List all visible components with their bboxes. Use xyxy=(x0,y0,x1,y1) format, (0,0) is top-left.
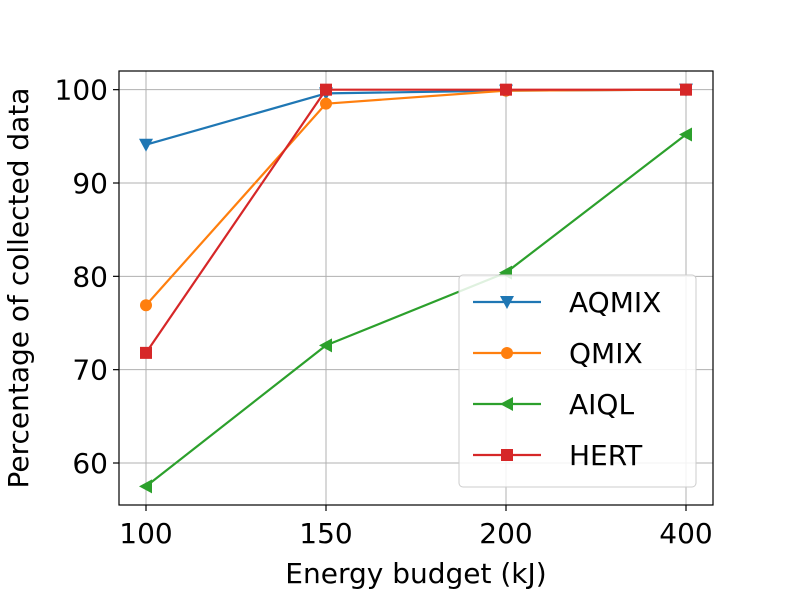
data-point-qmix xyxy=(140,299,152,312)
legend-label-hert: HERT xyxy=(569,439,643,472)
y-axis-label: Percentage of collected data xyxy=(2,88,35,489)
x-tick-label: 150 xyxy=(299,517,352,550)
legend-item-aqmix: AQMIX xyxy=(473,286,661,319)
x-tick-label: 200 xyxy=(479,517,532,550)
data-point-hert xyxy=(140,346,152,359)
series-hert xyxy=(140,83,692,359)
legend-item-qmix: QMIX xyxy=(473,337,643,370)
data-point-aiql xyxy=(319,338,332,353)
data-point-qmix xyxy=(320,97,332,110)
data-point-hert xyxy=(320,83,332,96)
legend: AQMIX QMIX AIQL HERT xyxy=(458,274,697,488)
y-tick-label: 90 xyxy=(72,167,108,200)
legend-label-aqmix: AQMIX xyxy=(569,286,661,319)
data-point-hert xyxy=(680,83,692,96)
series-aqmix xyxy=(139,83,693,152)
series-group xyxy=(139,83,693,494)
series-aiql xyxy=(139,127,692,494)
axes-frame xyxy=(118,70,714,506)
data-point-hert xyxy=(500,83,512,96)
x-axis-label: Energy budget (kJ) xyxy=(285,557,546,590)
legend-box xyxy=(458,274,697,488)
legend-item-aiql: AIQL xyxy=(473,388,634,421)
legend-marker-aiql xyxy=(500,397,513,411)
legend-label-aiql: AIQL xyxy=(569,388,634,421)
x-tick-label: 400 xyxy=(659,517,712,550)
legend-marker-hert xyxy=(501,449,513,461)
legend-marker-qmix xyxy=(501,347,513,359)
data-point-aiql xyxy=(679,127,692,142)
y-tick-label: 70 xyxy=(72,354,108,387)
series-line-aiql xyxy=(145,133,687,488)
legend-label-qmix: QMIX xyxy=(569,337,643,370)
data-point-aqmix xyxy=(139,138,153,152)
data-point-aiql xyxy=(139,479,152,494)
legend-marker-aqmix xyxy=(500,296,514,309)
legend-item-hert: HERT xyxy=(473,439,643,472)
y-tick-label: 60 xyxy=(72,447,108,480)
x-tick-label: 100 xyxy=(119,517,172,550)
y-tick-label: 80 xyxy=(72,260,108,293)
series-line-hert xyxy=(145,88,686,354)
y-tick-label: 100 xyxy=(55,74,108,107)
ticks: 100 150 200 400 60 70 80 90 100 xyxy=(55,74,713,550)
